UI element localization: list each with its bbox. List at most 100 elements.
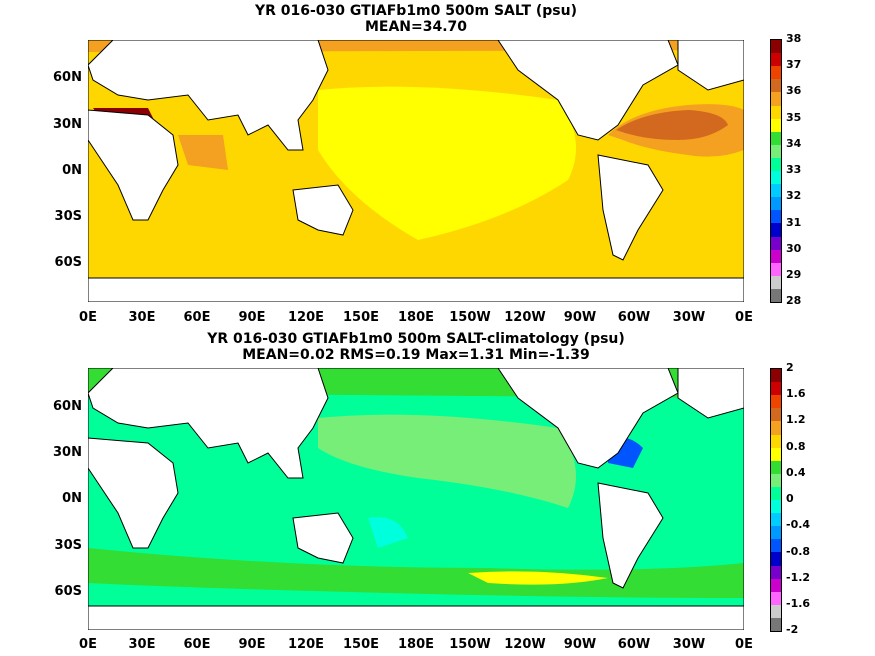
eurasia [88, 368, 329, 479]
panel1-cbar-label: 37 [786, 58, 802, 71]
panel2-lon-9: 90W [563, 637, 597, 652]
colorbar-segment [771, 197, 781, 211]
panel2-lon-0: 0E [79, 637, 97, 652]
colorbar-segment [771, 500, 781, 514]
panel1-lon-4: 120E [287, 310, 325, 325]
colorbar-segment [771, 473, 781, 488]
panel1-lat-30n: 30N [53, 117, 82, 132]
panel2-lon-3: 90E [238, 637, 266, 652]
panel2-lat-60s: 60S [54, 584, 82, 599]
australia [292, 512, 354, 564]
colorbar-segment [771, 382, 781, 396]
colorbar-segment [771, 460, 781, 475]
panel2-cbar-label: 0.8 [786, 440, 806, 453]
colorbar-segment [771, 118, 781, 133]
panel2-cbar-label: 2 [786, 361, 794, 374]
panel2-cbar-label: 1.2 [786, 413, 806, 426]
colorbar-segment [771, 131, 781, 146]
panel1-lon-6: 180E [397, 310, 435, 325]
panel1-lon-5: 150E [342, 310, 380, 325]
panel2-lon-7: 150W [449, 637, 491, 652]
colorbar-segment [771, 144, 781, 159]
panel1-lat-60n: 60N [53, 70, 82, 85]
panel2-lon-6: 180E [397, 637, 435, 652]
colorbar-segment [771, 565, 781, 580]
panel2-title-line1: YR 016-030 GTIAFb1m0 500m SALT-climatolo… [207, 331, 625, 347]
colorbar-segment [771, 236, 781, 251]
colorbar-segment [771, 262, 781, 277]
colorbar-segment [771, 223, 781, 237]
panel1-title-line2: MEAN=34.70 [364, 19, 468, 35]
panel2-cbar-label: -1.2 [786, 571, 811, 584]
panel2-lon-11: 30W [672, 637, 706, 652]
colorbar-segment [771, 434, 781, 449]
southern-ocean-anomaly [88, 548, 744, 598]
panel2-cbar-label: -0.8 [786, 545, 811, 558]
tasman-negative [368, 517, 408, 548]
colorbar-segment [771, 526, 781, 540]
panel2-cbar-label: -0.4 [786, 518, 811, 531]
colorbar-segment [771, 92, 781, 106]
colorbar-segment [771, 486, 781, 501]
panel1-cbar-label: 38 [786, 32, 802, 45]
colorbar-segment [771, 249, 781, 264]
panel1-cbar-label: 29 [786, 268, 802, 281]
panel2-cbar-label: -2 [786, 623, 799, 636]
panel1-map [88, 40, 744, 302]
panel2-title-line2: MEAN=0.02 RMS=0.19 Max=1.31 Min=-1.39 [242, 347, 590, 363]
colorbar-segment [771, 395, 781, 409]
colorbar-segment [771, 617, 781, 632]
panel1-lon-10: 60W [617, 310, 651, 325]
panel1-lon-1: 30E [128, 310, 156, 325]
south-america [597, 482, 664, 589]
south-america [597, 154, 664, 261]
panel1-lon-2: 60E [183, 310, 211, 325]
panel1-lon-11: 30W [672, 310, 706, 325]
panel1-cbar-label: 32 [786, 189, 802, 202]
colorbar-segment [771, 447, 781, 462]
panel1-cbar-label: 35 [786, 111, 802, 124]
panel1-cbar-label: 31 [786, 216, 802, 229]
colorbar-segment [771, 408, 781, 422]
colorbar-segment [771, 210, 781, 224]
colorbar-segment [771, 513, 781, 527]
colorbar-segment [771, 288, 781, 303]
arabian-sea-salt [178, 135, 228, 170]
panel1-cbar-label: 34 [786, 137, 802, 150]
greenland [677, 368, 744, 419]
panel1-lon-3: 90E [238, 310, 266, 325]
panel2-lat-30n: 30N [53, 445, 82, 460]
colorbar-segment [771, 53, 781, 67]
panel2-lon-2: 60E [183, 637, 211, 652]
land [88, 368, 744, 630]
land [88, 40, 744, 302]
panel1-lon-0: 0E [79, 310, 97, 325]
colorbar-segment [771, 552, 781, 566]
colorbar-segment [771, 604, 781, 619]
eurasia [88, 40, 329, 151]
panel2-lon-10: 60W [617, 637, 651, 652]
panel1-cbar-label: 36 [786, 84, 802, 97]
colorbar-segment [771, 184, 781, 198]
panel2-colorbar [770, 368, 782, 632]
panel1-lat-60s: 60S [54, 255, 82, 270]
panel2-lon-8: 120W [504, 637, 546, 652]
panel2-map [88, 368, 744, 630]
panel1-lat-30s: 30S [54, 209, 82, 224]
north-america [497, 40, 679, 141]
colorbar-segment [771, 539, 781, 553]
colorbar-segment [771, 369, 781, 383]
africa [88, 437, 179, 549]
panel1-colorbar [770, 39, 782, 303]
panel1-lon-7: 150W [449, 310, 491, 325]
panel2-cbar-label: -1.6 [786, 597, 811, 610]
panel1-cbar-label: 33 [786, 163, 802, 176]
colorbar-segment [771, 591, 781, 606]
panel2-lon-1: 30E [128, 637, 156, 652]
colorbar-segment [771, 578, 781, 593]
colorbar-segment [771, 40, 781, 54]
panel1-lon-12: 0E [735, 310, 753, 325]
panel1-lon-8: 120W [504, 310, 546, 325]
panel2-lon-5: 150E [342, 637, 380, 652]
panel2-lon-12: 0E [735, 637, 753, 652]
